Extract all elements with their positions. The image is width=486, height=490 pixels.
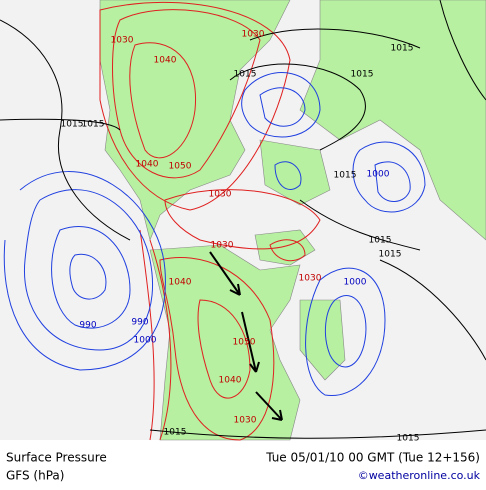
isobar-label: 1030	[111, 36, 134, 46]
isobar-label: 1040	[169, 278, 192, 288]
land	[99, 0, 486, 441]
isobar-lines	[0, 0, 486, 441]
footer-model: GFS (hPa)	[6, 469, 64, 483]
isobar-label: 1015	[234, 70, 257, 80]
footer-valid-time: Tue 05/01/10 00 GMT (Tue 12+156)	[265, 451, 480, 465]
isobar-label: 1015	[379, 250, 402, 260]
isobar-label: 1015	[369, 236, 392, 246]
isobar-labels: 1030 1030 1040 1015 1015 1015 1015 1015 …	[61, 30, 420, 444]
isobar-label: 1050	[169, 162, 192, 172]
isobar-label: 1015	[61, 120, 84, 130]
isobar-label: 1040	[219, 376, 242, 386]
isobar-label: 1030	[242, 30, 265, 40]
isobar-label: 1040	[154, 56, 177, 66]
isobar-label: 1000	[367, 170, 390, 180]
isobar-label: 990	[79, 321, 96, 331]
footer-title: Surface Pressure	[6, 451, 107, 465]
isobar-label: 1015	[391, 44, 414, 54]
isobar-label: 1015	[164, 428, 187, 438]
isobar-label: 1040	[136, 160, 159, 170]
isobar-label: 1015	[334, 171, 357, 181]
isobar-label: 1015	[82, 120, 105, 130]
isobar-label: 1000	[344, 278, 367, 288]
isobar-label: 1000	[134, 336, 157, 346]
isobar-label: 1015	[351, 70, 374, 80]
isobar-label: 1030	[209, 190, 232, 200]
isobar-label: 1030	[234, 416, 257, 426]
isobar-label: 1015	[397, 434, 420, 444]
isobar-label: 990	[131, 318, 148, 328]
footer-credit: ©weatheronline.co.uk	[358, 469, 481, 482]
isobar-label: 1030	[211, 241, 234, 251]
isobar-label: 1050	[233, 338, 256, 348]
wind-arrows	[209, 251, 283, 421]
isobar-label: 1030	[299, 274, 322, 284]
